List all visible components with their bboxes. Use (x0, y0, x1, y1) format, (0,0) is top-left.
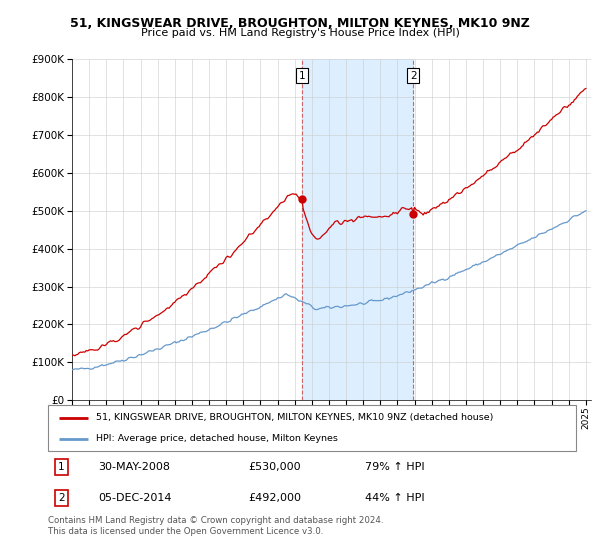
Text: 30-MAY-2008: 30-MAY-2008 (98, 462, 170, 472)
Text: 2: 2 (58, 493, 65, 503)
Bar (302, 59, 413, 400)
Text: 79% ↑ HPI: 79% ↑ HPI (365, 462, 424, 472)
Text: £492,000: £492,000 (248, 493, 302, 503)
Text: 2: 2 (410, 71, 416, 81)
Text: 44% ↑ HPI: 44% ↑ HPI (365, 493, 424, 503)
Text: HPI: Average price, detached house, Milton Keynes: HPI: Average price, detached house, Milt… (95, 435, 337, 444)
FancyBboxPatch shape (48, 405, 576, 451)
Text: 1: 1 (58, 462, 65, 472)
Text: 1: 1 (298, 71, 305, 81)
Text: Price paid vs. HM Land Registry's House Price Index (HPI): Price paid vs. HM Land Registry's House … (140, 28, 460, 38)
Text: 51, KINGSWEAR DRIVE, BROUGHTON, MILTON KEYNES, MK10 9NZ: 51, KINGSWEAR DRIVE, BROUGHTON, MILTON K… (70, 17, 530, 30)
Text: 05-DEC-2014: 05-DEC-2014 (98, 493, 172, 503)
Text: 51, KINGSWEAR DRIVE, BROUGHTON, MILTON KEYNES, MK10 9NZ (detached house): 51, KINGSWEAR DRIVE, BROUGHTON, MILTON K… (95, 413, 493, 422)
Text: Contains HM Land Registry data © Crown copyright and database right 2024.
This d: Contains HM Land Registry data © Crown c… (48, 516, 383, 536)
Text: £530,000: £530,000 (248, 462, 301, 472)
